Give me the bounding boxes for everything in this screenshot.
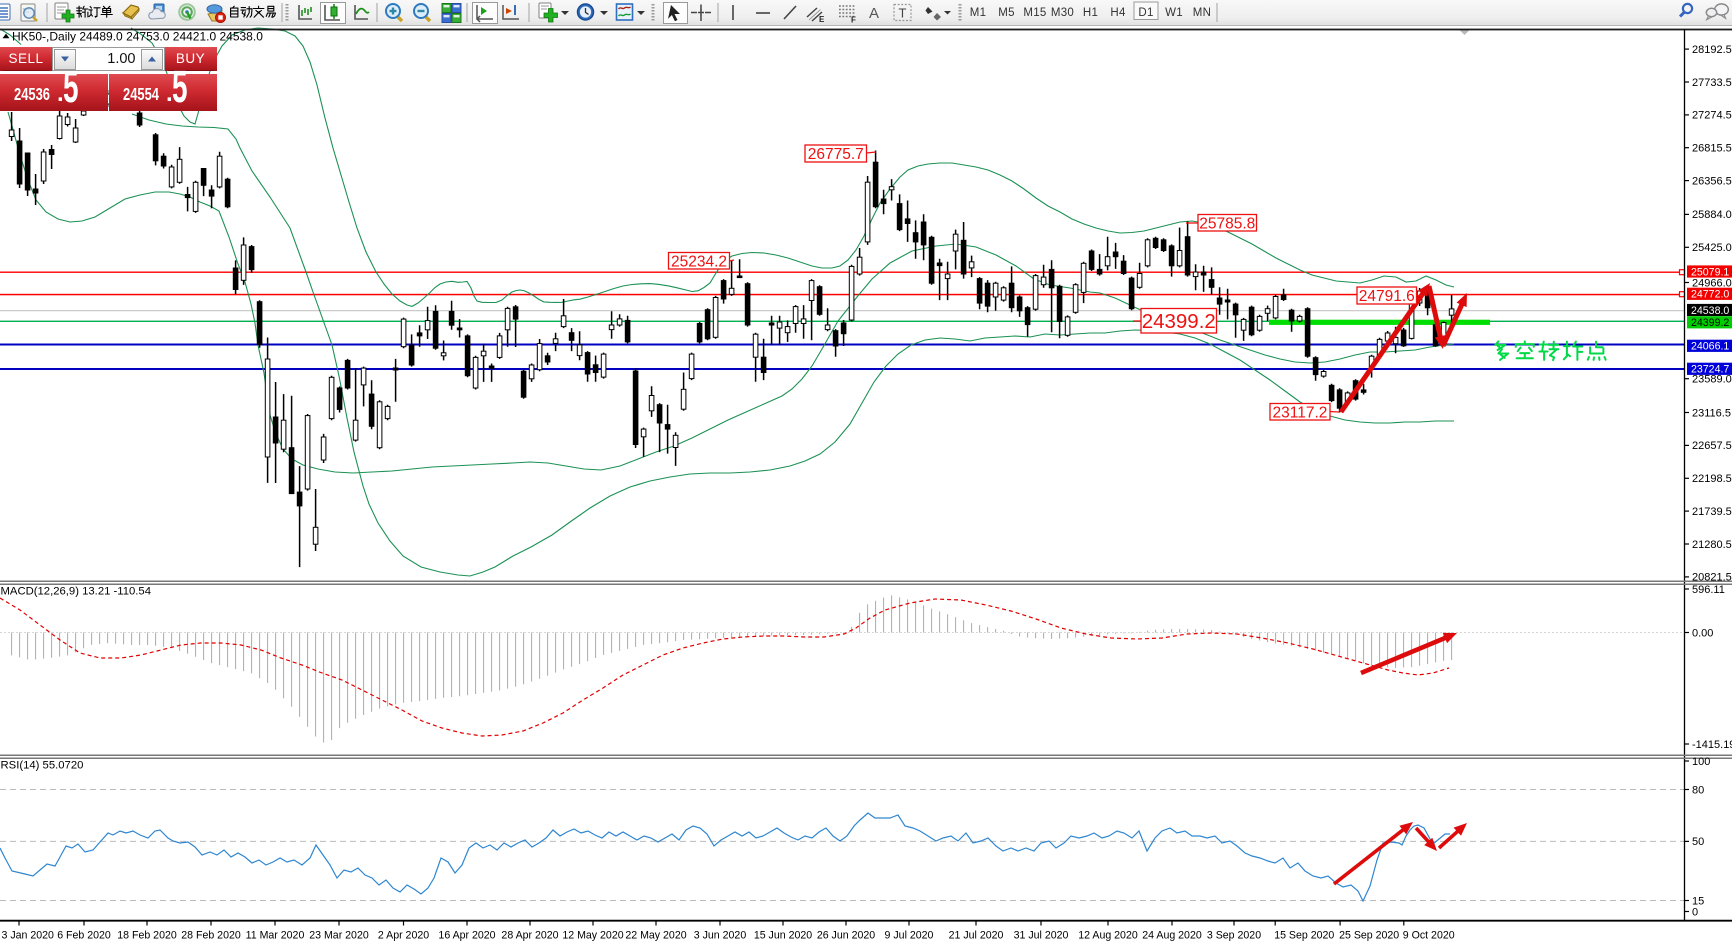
svg-text:27274.5: 27274.5 (1692, 110, 1732, 122)
svg-text:24399.2: 24399.2 (1691, 317, 1729, 329)
svg-text:20821.5: 20821.5 (1692, 572, 1732, 584)
svg-text:24772.0: 24772.0 (1691, 289, 1729, 301)
svg-text:12 Aug 2020: 12 Aug 2020 (1078, 930, 1138, 942)
svg-text:26775.7: 26775.7 (808, 146, 864, 163)
svg-text:25425.0: 25425.0 (1692, 242, 1732, 254)
svg-text:3 Jan 2020: 3 Jan 2020 (2, 930, 55, 942)
svg-text:6 Feb 2020: 6 Feb 2020 (57, 930, 111, 942)
svg-text:25884.0: 25884.0 (1692, 209, 1732, 221)
svg-text:25785.8: 25785.8 (1199, 215, 1255, 232)
svg-text:15 Sep 2020: 15 Sep 2020 (1274, 930, 1334, 942)
svg-text:23116.5: 23116.5 (1692, 407, 1731, 419)
svg-text:9 Oct 2020: 9 Oct 2020 (1403, 930, 1455, 942)
svg-text:24399.2: 24399.2 (1142, 310, 1216, 333)
svg-text:H1: H1 (1083, 7, 1098, 19)
svg-text:-1415.19: -1415.19 (1692, 739, 1732, 751)
svg-text:3 Jun 2020: 3 Jun 2020 (694, 930, 747, 942)
svg-text:23589.0: 23589.0 (1692, 374, 1732, 386)
svg-text:24 Aug 2020: 24 Aug 2020 (1142, 930, 1202, 942)
svg-text:28 Apr 2020: 28 Apr 2020 (501, 930, 558, 942)
svg-text:2 Apr 2020: 2 Apr 2020 (378, 930, 429, 942)
svg-text:M30: M30 (1051, 7, 1074, 19)
svg-text:23117.2: 23117.2 (1273, 404, 1328, 421)
svg-text:0: 0 (1692, 906, 1698, 918)
svg-text:15: 15 (1692, 895, 1704, 907)
svg-text:80: 80 (1692, 784, 1704, 796)
svg-text:T: T (899, 6, 907, 21)
svg-text:12 May 2020: 12 May 2020 (562, 930, 623, 942)
svg-text:M1: M1 (970, 7, 987, 19)
svg-text:24966.0: 24966.0 (1692, 277, 1732, 289)
svg-text:596.11: 596.11 (1692, 584, 1725, 596)
svg-text:MACD(12,26,9) 13.21 -110.54: MACD(12,26,9) 13.21 -110.54 (1, 586, 152, 598)
svg-text:26 Jun 2020: 26 Jun 2020 (817, 930, 875, 942)
svg-text:3 Sep 2020: 3 Sep 2020 (1207, 930, 1261, 942)
svg-text:25234.2: 25234.2 (671, 253, 727, 270)
svg-text:50: 50 (1692, 836, 1704, 848)
svg-text:21 Jul 2020: 21 Jul 2020 (949, 930, 1004, 942)
svg-text:W1: W1 (1165, 7, 1183, 19)
svg-text:23724.7: 23724.7 (1691, 364, 1729, 376)
svg-text:9 Jul 2020: 9 Jul 2020 (885, 930, 934, 942)
svg-text:M15: M15 (1023, 7, 1046, 19)
svg-text:E: E (819, 15, 825, 24)
svg-text:A: A (869, 5, 879, 22)
svg-text:25079.1: 25079.1 (1691, 266, 1729, 278)
svg-text:15 Jun 2020: 15 Jun 2020 (754, 930, 812, 942)
svg-text:31 Jul 2020: 31 Jul 2020 (1014, 930, 1069, 942)
svg-text:23 Mar 2020: 23 Mar 2020 (309, 930, 369, 942)
svg-text:22657.5: 22657.5 (1692, 440, 1732, 452)
svg-text:D1: D1 (1138, 7, 1153, 19)
svg-text:21739.5: 21739.5 (1692, 506, 1732, 518)
svg-text:27733.5: 27733.5 (1692, 77, 1732, 89)
svg-text:11 Mar 2020: 11 Mar 2020 (246, 930, 305, 942)
svg-text:18 Feb 2020: 18 Feb 2020 (117, 930, 177, 942)
svg-text:24066.1: 24066.1 (1691, 341, 1729, 353)
svg-text:16 Apr 2020: 16 Apr 2020 (438, 930, 495, 942)
svg-text:RSI(14) 55.0720: RSI(14) 55.0720 (1, 760, 84, 772)
svg-text:24791.6: 24791.6 (1359, 288, 1415, 305)
svg-text:H4: H4 (1110, 7, 1126, 19)
svg-text:100: 100 (1692, 756, 1710, 768)
svg-text:28192.5: 28192.5 (1692, 44, 1732, 56)
svg-text:22198.5: 22198.5 (1692, 473, 1732, 485)
svg-text:28 Feb 2020: 28 Feb 2020 (181, 930, 241, 942)
svg-text:24538.0: 24538.0 (1691, 305, 1729, 317)
svg-text:25 Sep 2020: 25 Sep 2020 (1339, 930, 1399, 942)
svg-text:0.00: 0.00 (1692, 627, 1713, 639)
svg-text:26356.5: 26356.5 (1692, 175, 1732, 187)
svg-text:22 May 2020: 22 May 2020 (625, 930, 686, 942)
svg-text:21280.5: 21280.5 (1692, 539, 1732, 551)
svg-text:26815.5: 26815.5 (1692, 143, 1732, 155)
svg-text:M5: M5 (998, 7, 1015, 19)
svg-text:HK50-,Daily 24489.0 24753.0 2: HK50-,Daily 24489.0 24753.0 24421.0 2453… (12, 30, 263, 44)
svg-text:F: F (851, 16, 856, 25)
svg-text:MN: MN (1193, 7, 1212, 19)
